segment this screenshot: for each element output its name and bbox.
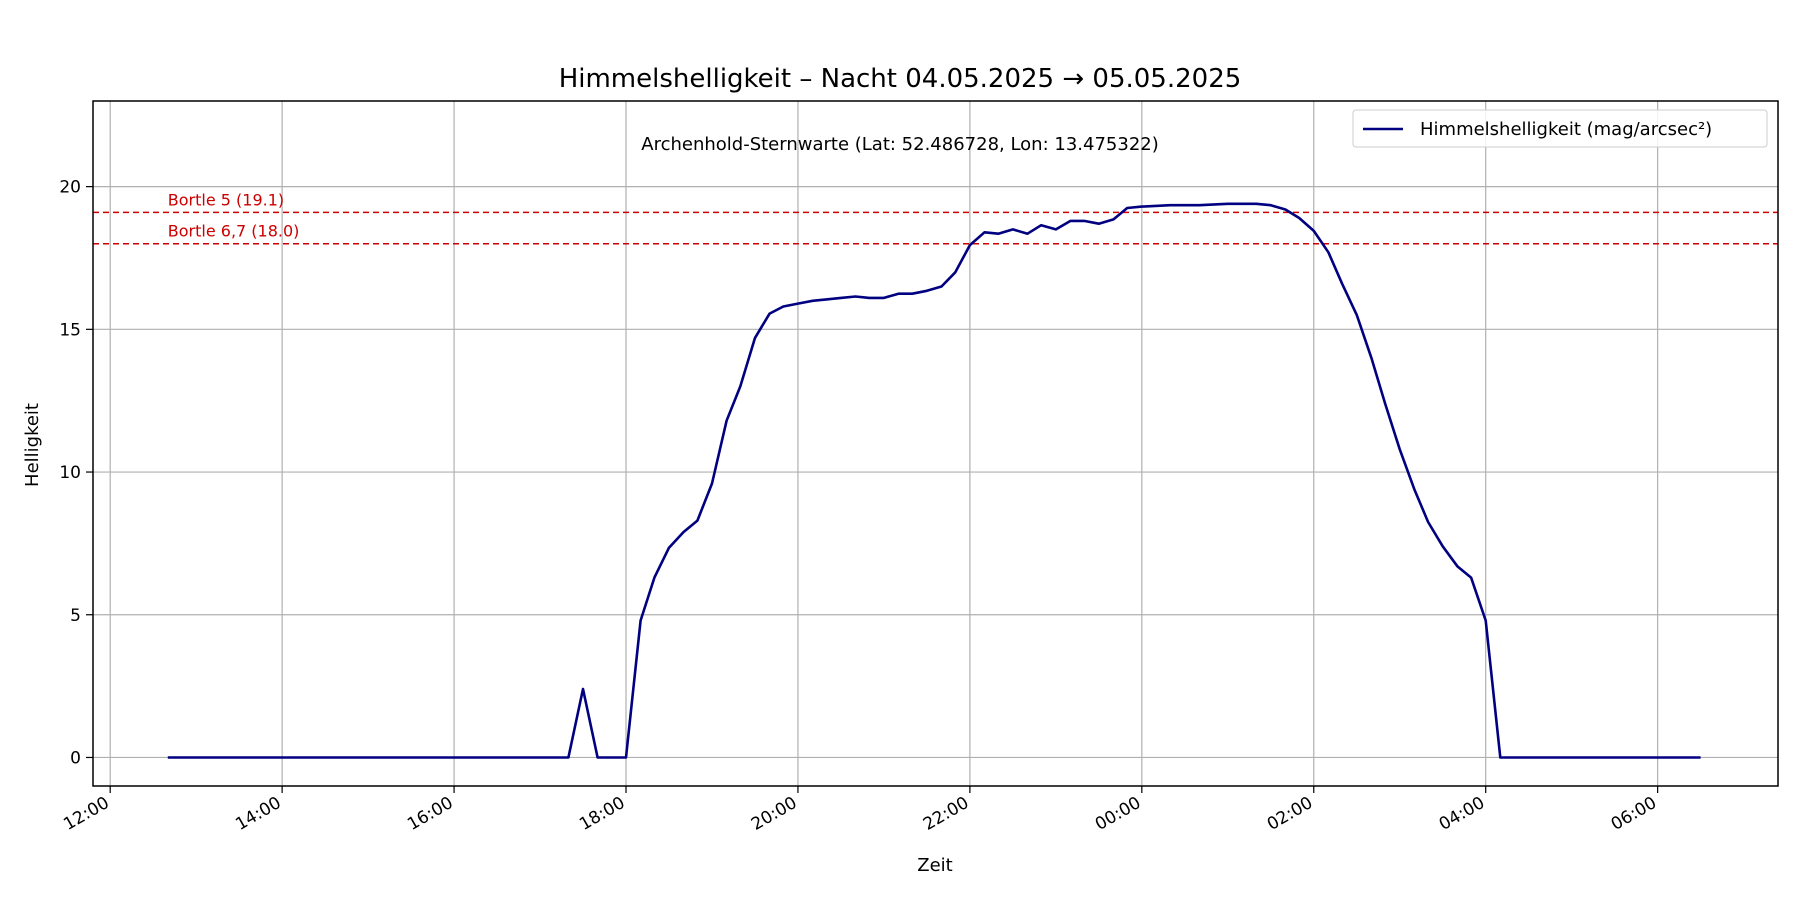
x-tick-label: 06:00 <box>1608 793 1660 835</box>
x-tick-label: 18:00 <box>576 793 628 835</box>
legend-box <box>1352 109 1768 148</box>
x-tick-label: 16:00 <box>404 793 456 835</box>
reference-line-label: Bortle 5 (19.1) <box>168 190 284 209</box>
series-layer <box>167 202 1701 759</box>
y-tick-label: 0 <box>70 748 81 768</box>
x-tick-label: 22:00 <box>920 793 972 835</box>
y-tick-label: 20 <box>59 178 81 198</box>
reference-line-label: Bortle 6,7 (18.0) <box>168 222 300 241</box>
x-tick-label: 20:00 <box>748 793 800 835</box>
x-axis-label: Zeit <box>917 855 952 876</box>
chart-subtitle: Archenhold-Sternwarte (Lat: 52.486728, L… <box>641 134 1159 155</box>
series-line <box>167 202 1701 759</box>
y-tick-label: 5 <box>70 606 81 626</box>
y-axis-label: Helligkeit <box>22 403 43 487</box>
x-tick-label: 00:00 <box>1092 793 1144 835</box>
legend: Himmelshelligkeit (mag/arcsec²) <box>1352 109 1768 148</box>
x-tick-label: 14:00 <box>232 793 284 835</box>
x-axis: 12:00 14:00 16:00 18:00 20:00 22:00 00:00 02:00… <box>60 786 1660 835</box>
legend-label: Himmelshelligkeit (mag/arcsec²) <box>1420 119 1712 140</box>
grid <box>93 101 1778 786</box>
y-tick-label: 10 <box>59 463 81 483</box>
x-tick-label: 02:00 <box>1264 793 1316 835</box>
y-tick-label: 15 <box>59 320 81 340</box>
plot-frame <box>92 100 1779 787</box>
x-tick-label: 12:00 <box>60 793 112 835</box>
y-axis: 0 5 10 15 20 <box>59 178 93 768</box>
chart-title: Himmelshelligkeit – Nacht 04.05.2025 → 0… <box>559 64 1242 94</box>
x-tick-label: 04:00 <box>1436 793 1488 835</box>
reference-lines: Bortle 5 (19.1) Bortle 6,7 (18.0) <box>93 190 1778 245</box>
